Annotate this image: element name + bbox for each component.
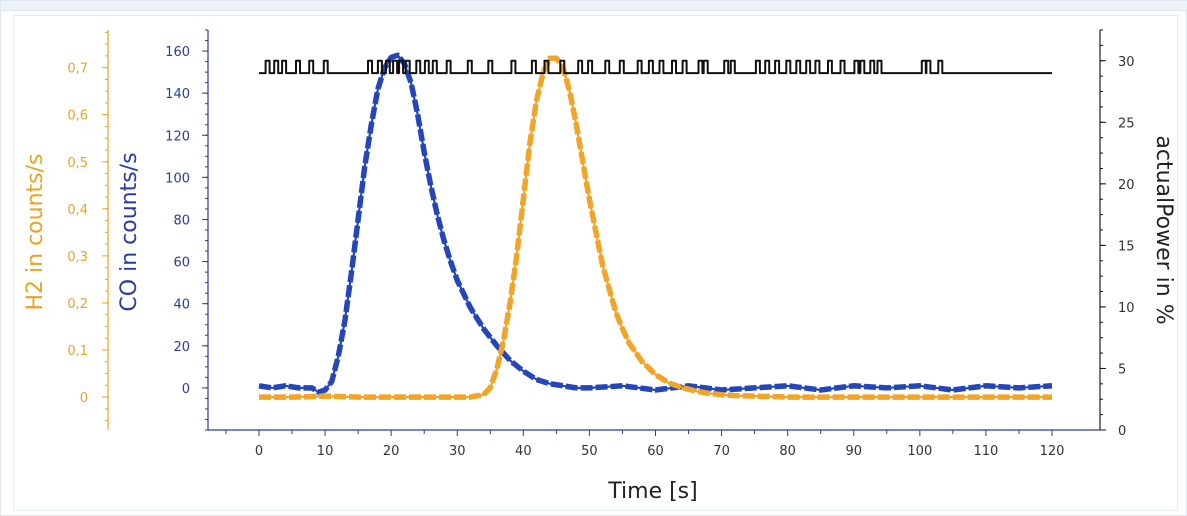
h2-tick-label: 0,1 [67, 344, 88, 359]
power-tick-label: 15 [1118, 239, 1135, 254]
x-tick-label: 120 [1040, 444, 1065, 459]
co-tick-label: 0 [182, 382, 190, 397]
co-tick-label: 80 [173, 213, 190, 228]
co-tick-label: 100 [165, 171, 190, 186]
series-line-co [258, 54, 1053, 394]
h2-tick-label: 0,3 [67, 250, 88, 265]
series-line-power [259, 59, 1052, 75]
window-top-bar [1, 1, 1187, 11]
x-axis-title: Time [s] [607, 479, 697, 504]
series-line-h2-dashed [259, 55, 1052, 400]
power-axis-title: actualPower in % [1151, 135, 1176, 324]
h2-tick-label: 0,7 [67, 62, 88, 77]
x-tick-label: 30 [449, 444, 466, 459]
x-tick-label: 100 [907, 444, 932, 459]
h2-tick-label: 0,5 [67, 156, 88, 171]
chart-panel [13, 15, 1178, 511]
x-tick-label: 70 [713, 444, 730, 459]
x-tick-label: 20 [383, 444, 400, 459]
power-tick-label: 20 [1118, 178, 1135, 193]
x-tick-label: 60 [647, 444, 664, 459]
co-tick-label: 140 [165, 87, 190, 102]
power-tick-label: 0 [1118, 424, 1126, 439]
co-tick-label: 40 [173, 298, 190, 313]
h2-tick-label: 0,6 [67, 109, 88, 124]
x-tick-label: 40 [515, 444, 532, 459]
co-axis-title: CO in counts/s [117, 152, 142, 311]
h2-tick-label: 0 [80, 391, 88, 406]
x-tick-label: 10 [317, 444, 334, 459]
co-tick-label: 160 [165, 45, 190, 60]
power-tick-label: 25 [1118, 116, 1135, 131]
x-tick-label: 110 [974, 444, 999, 459]
co-tick-label: 60 [173, 256, 190, 271]
h2-tick-label: 0,2 [67, 297, 88, 312]
x-tick-label: 80 [779, 444, 796, 459]
series-line-h2 [259, 57, 1052, 399]
power-tick-label: 10 [1118, 301, 1135, 316]
x-tick-label: 90 [845, 444, 862, 459]
h2-axis-title: H2 in counts/s [23, 154, 48, 311]
x-tick-label: 0 [255, 444, 263, 459]
h2-tick-label: 0,4 [67, 203, 88, 218]
power-tick-label: 30 [1118, 55, 1135, 70]
co-tick-label: 120 [165, 129, 190, 144]
series-line-co-dashed [258, 52, 1053, 395]
x-tick-label: 50 [581, 444, 598, 459]
ticks-layer: 0 10 20 30 40 50 60 70 80 90 100 110 12000,10,20,30,… [67, 29, 1135, 459]
co-tick-label: 20 [173, 340, 190, 355]
power-tick-label: 5 [1118, 362, 1126, 377]
series-layer [258, 52, 1053, 400]
